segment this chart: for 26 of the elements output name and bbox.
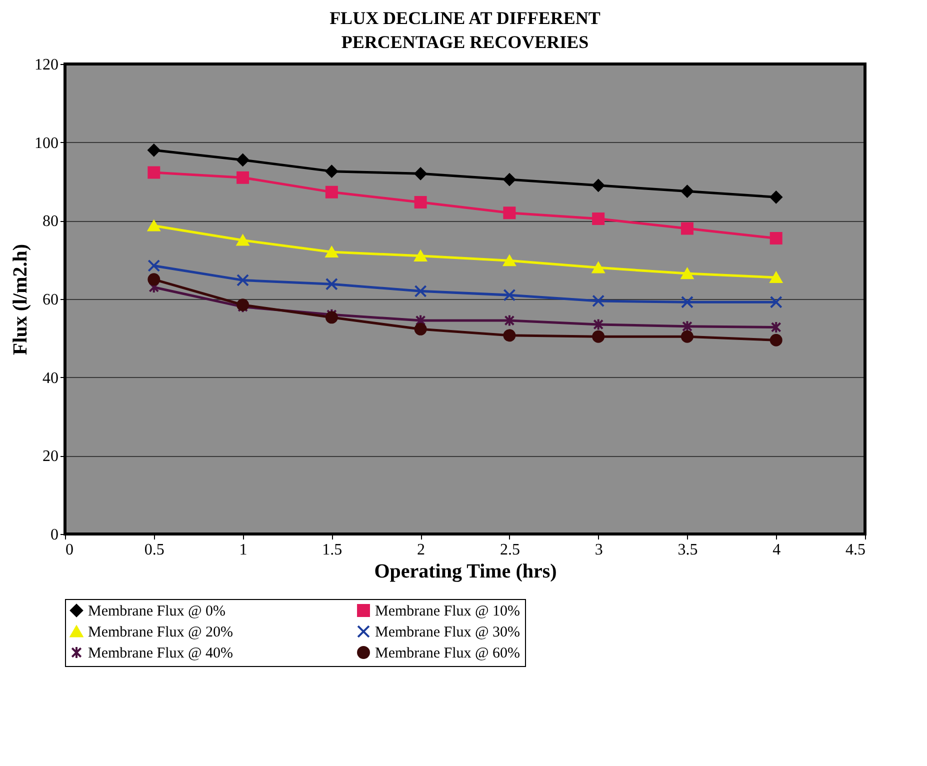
chart-title: FLUX DECLINE AT DIFFERENT PERCENTAGE RECOVERIES [330,8,600,52]
x-tick-label: 3.5 [678,542,698,558]
y-tick-label: 100 [34,134,58,152]
x-tick-label: 2.5 [500,542,520,558]
y-tick-label: 60 [42,292,58,308]
x-tick-label: 1.5 [322,542,342,558]
legend-label: Membrane Flux @ 10% [375,604,520,620]
x-tick-label: 0 [66,542,74,558]
x-tick-label: 4 [772,542,781,558]
x-tick-label: 3 [594,542,603,558]
x-tick-label: 0.5 [144,542,164,558]
legend-label: Membrane Flux @ 40% [88,646,234,662]
legend-label: Membrane Flux @ 20% [88,624,234,640]
x-tick-label: 1 [239,542,248,558]
x-tick-label: 4.5 [846,542,866,558]
y-tick-label: 80 [42,213,58,230]
x-tick-label: 2 [417,542,426,558]
y-tick-label: 120 [34,56,58,74]
y-tick-label: 20 [42,448,58,466]
legend-label: Membrane Flux @ 30% [375,624,520,640]
y-tick-label: 0 [50,526,58,544]
legend-label: Membrane Flux @ 0% [88,604,226,620]
y-axis-title: Flux (l/m2.h) [10,244,32,356]
x-axis-title: Operating Time (hrs) [374,560,557,582]
legend-label: Membrane Flux @ 60% [375,646,520,662]
y-tick-label: 40 [42,370,58,387]
